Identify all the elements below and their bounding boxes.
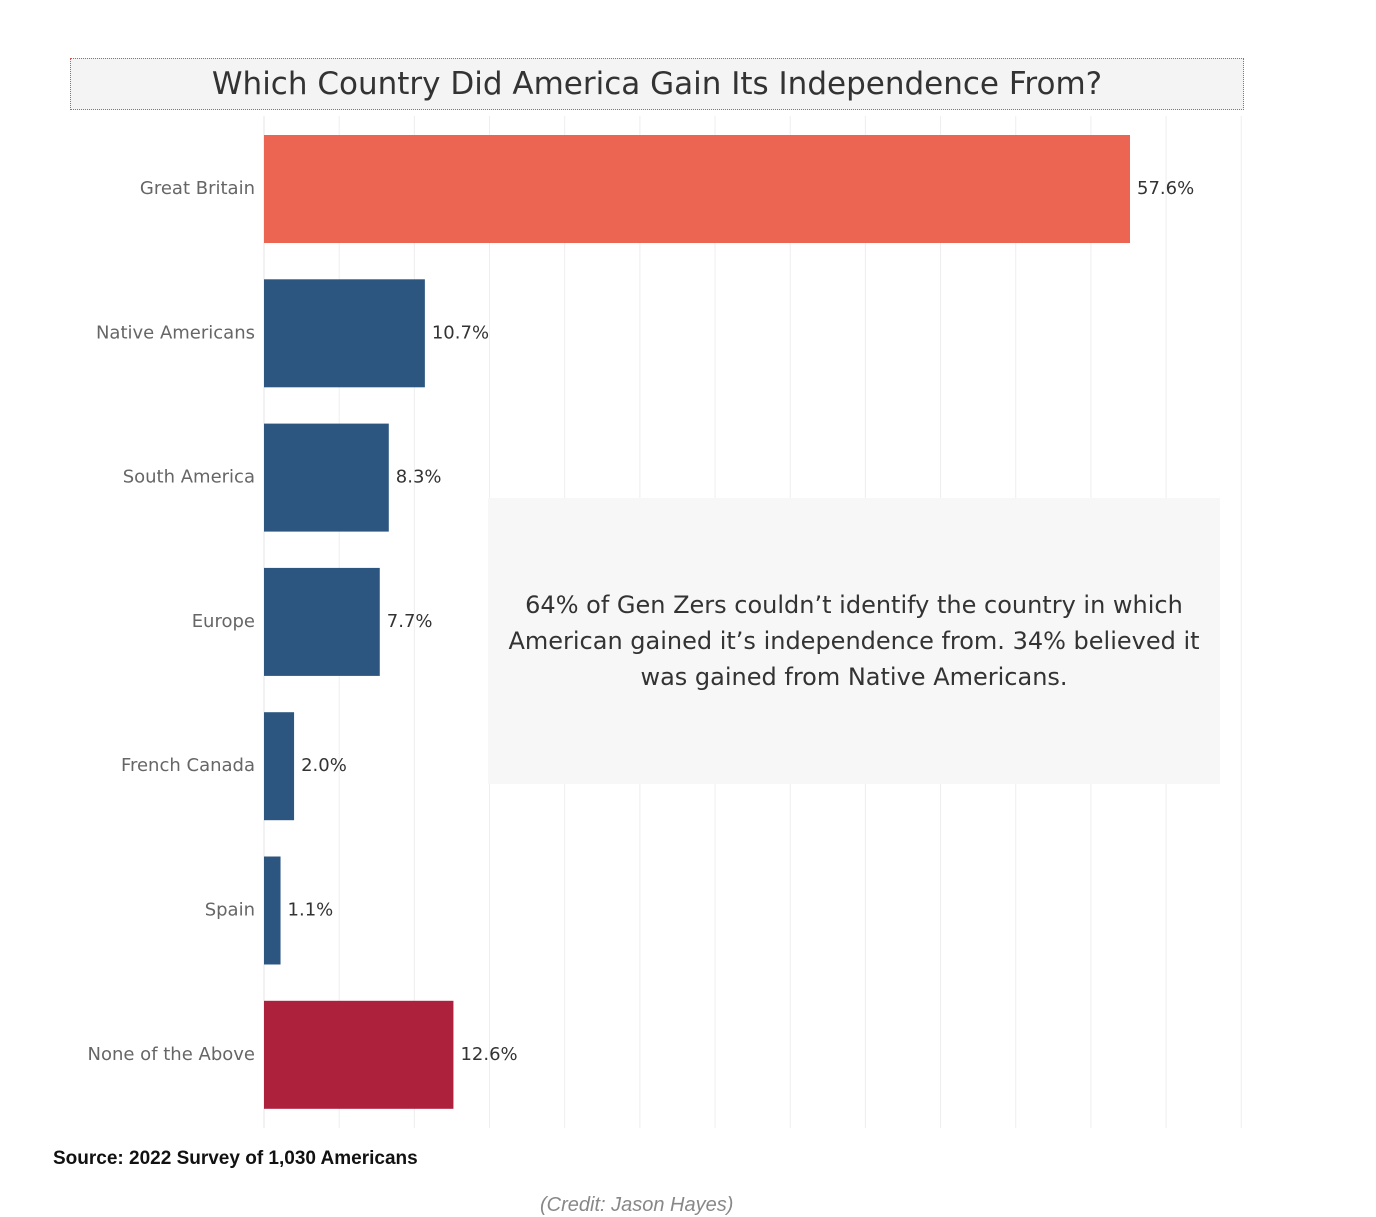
value-label-europe: 7.7% xyxy=(387,611,433,632)
category-label-spain: Spain xyxy=(205,900,255,921)
value-label-great-britain: 57.6% xyxy=(1137,178,1194,199)
chart-title: Which Country Did America Gain Its Indep… xyxy=(70,58,1244,110)
annotation-text: 64% of Gen Zers couldn’t identify the co… xyxy=(508,591,1200,691)
bar-europe xyxy=(264,567,380,676)
value-label-south-america: 8.3% xyxy=(396,467,442,488)
value-label-native-americans: 10.7% xyxy=(432,322,489,343)
bar-spain xyxy=(264,856,281,965)
category-label-french-canada: French Canada xyxy=(121,755,255,776)
value-label-none-of-the-above: 12.6% xyxy=(460,1044,517,1065)
annotation-box: 64% of Gen Zers couldn’t identify the co… xyxy=(488,498,1220,784)
bar-south-america xyxy=(264,423,389,532)
bar-native-americans xyxy=(264,279,425,388)
category-labels: Great Britain Native Americans South Ameri… xyxy=(88,178,256,1065)
source-note: Source: 2022 Survey of 1,030 Americans xyxy=(53,1148,418,1169)
category-label-none-of-the-above: None of the Above xyxy=(88,1044,256,1065)
value-labels: 57.6% 10.7% 8.3% 7.7% 2.0% 1.1% 12.6% xyxy=(288,178,1195,1065)
bar-french-canada xyxy=(264,712,295,821)
category-label-great-britain: Great Britain xyxy=(140,178,255,199)
chart-bars xyxy=(264,135,1130,1109)
category-label-europe: Europe xyxy=(192,611,255,632)
image-credit: (Credit: Jason Hayes) xyxy=(540,1194,734,1216)
value-label-french-canada: 2.0% xyxy=(301,755,347,776)
value-label-spain: 1.1% xyxy=(288,900,334,921)
bar-great-britain xyxy=(264,135,1130,243)
category-label-native-americans: Native Americans xyxy=(96,322,255,343)
category-label-south-america: South America xyxy=(123,467,255,488)
bar-none-of-the-above xyxy=(264,1000,454,1109)
